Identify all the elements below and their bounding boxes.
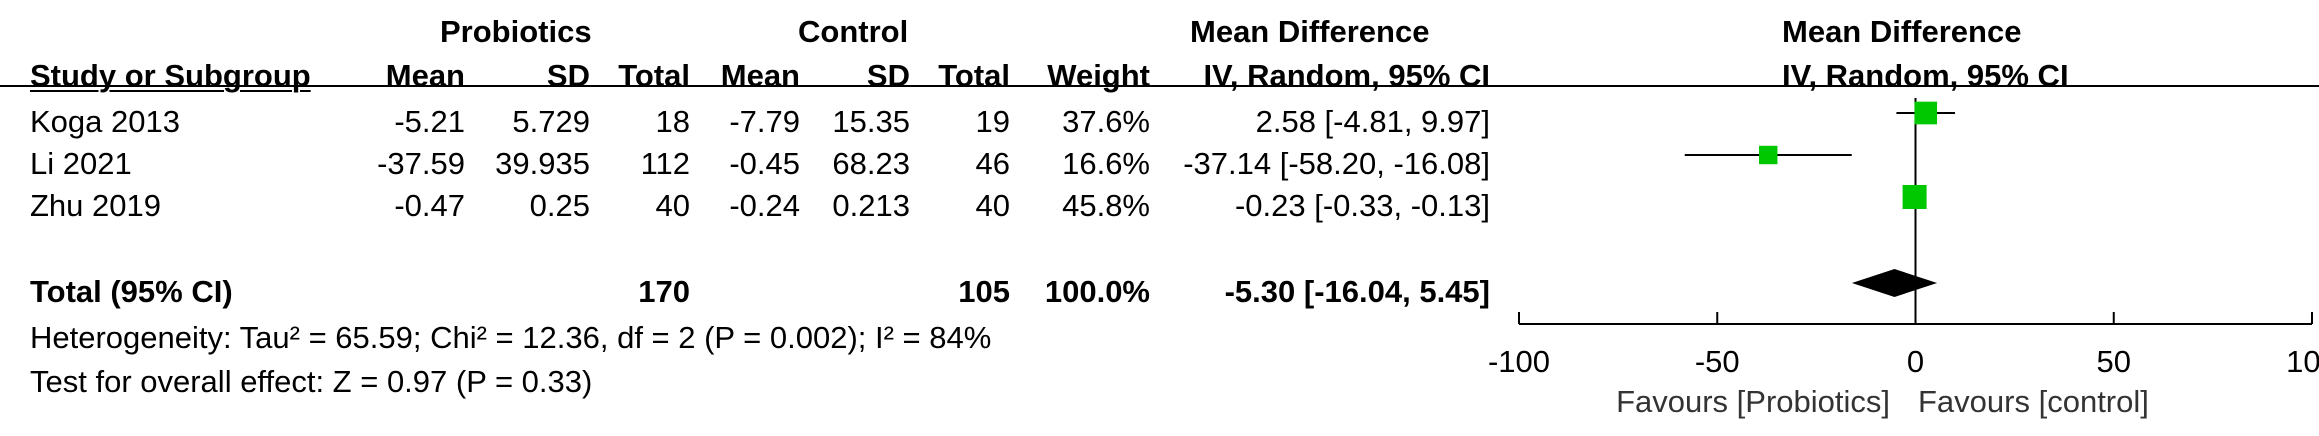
row-ci: -37.14 [-58.20, -16.08] bbox=[1183, 146, 1490, 181]
tick-label: 0 bbox=[1906, 344, 1925, 379]
sd2-column-header: SD bbox=[866, 58, 910, 93]
study-marker bbox=[1902, 185, 1927, 209]
tick-label: 100 bbox=[2286, 344, 2319, 379]
row-mean2: -0.45 bbox=[729, 146, 800, 181]
effect-title: Mean Difference bbox=[1190, 14, 1430, 49]
study-marker bbox=[1759, 145, 1778, 165]
row-ci: 2.58 [-4.81, 9.97] bbox=[1255, 104, 1490, 139]
row-sd2: 68.23 bbox=[832, 146, 910, 181]
row-total2: 46 bbox=[975, 146, 1010, 181]
weight-column-header: Weight bbox=[1047, 58, 1150, 93]
tick-label: -50 bbox=[1694, 344, 1740, 379]
tick-label: -100 bbox=[1487, 344, 1551, 379]
plot-title: Mean Difference bbox=[1782, 14, 2022, 49]
row-total1: 40 bbox=[655, 188, 690, 223]
row-study: Koga 2013 bbox=[30, 104, 180, 139]
row-weight: 37.6% bbox=[1062, 104, 1150, 139]
row-total2: 19 bbox=[975, 104, 1010, 139]
total2-column-header: Total bbox=[938, 58, 1010, 93]
heterogeneity-text: Heterogeneity: Tau² = 65.59; Chi² = 12.3… bbox=[30, 320, 992, 355]
pooled-diamond bbox=[1851, 269, 1938, 297]
effect-column-header: IV, Random, 95% CI bbox=[1203, 58, 1490, 93]
row-sd1: 0.25 bbox=[529, 188, 590, 223]
row-sd2: 0.213 bbox=[832, 188, 910, 223]
total-weight: 100.0% bbox=[1044, 274, 1150, 309]
row-total1: 112 bbox=[640, 146, 690, 181]
row-mean1: -0.47 bbox=[394, 188, 465, 223]
overall-effect-text: Test for overall effect: Z = 0.97 (P = 0… bbox=[30, 364, 593, 399]
study-column-header: Study or Subgroup bbox=[30, 58, 311, 93]
row-study: Li 2021 bbox=[30, 146, 132, 181]
row-ci: -0.23 [-0.33, -0.13] bbox=[1234, 188, 1490, 223]
total-ci: -5.30 [-16.04, 5.45] bbox=[1224, 274, 1490, 309]
row-total1: 18 bbox=[655, 104, 690, 139]
total-total1: 170 bbox=[638, 274, 690, 309]
mean1-column-header: Mean bbox=[385, 58, 465, 93]
study-marker bbox=[1914, 101, 1938, 125]
row-mean2: -7.79 bbox=[729, 104, 800, 139]
row-mean1: -37.59 bbox=[377, 146, 465, 181]
total-total2: 105 bbox=[958, 274, 1010, 309]
row-total2: 40 bbox=[975, 188, 1010, 223]
total1-column-header: Total bbox=[618, 58, 690, 93]
mean2-column-header: Mean bbox=[720, 58, 800, 93]
favours-left-label: Favours [Probiotics] bbox=[1616, 384, 1890, 419]
row-mean1: -5.21 bbox=[394, 104, 465, 139]
row-mean2: -0.24 bbox=[729, 188, 800, 223]
sd1-column-header: SD bbox=[546, 58, 590, 93]
row-sd2: 15.35 bbox=[832, 104, 910, 139]
total-label: Total (95% CI) bbox=[30, 274, 233, 309]
row-sd1: 39.935 bbox=[495, 146, 590, 181]
row-weight: 45.8% bbox=[1062, 188, 1150, 223]
row-sd1: 5.729 bbox=[512, 104, 590, 139]
group1-header: Probiotics bbox=[440, 14, 592, 49]
tick-label: 50 bbox=[2096, 344, 2131, 379]
group2-header: Control bbox=[798, 14, 909, 49]
plot-effect-column-header: IV, Random, 95% CI bbox=[1782, 58, 2069, 93]
row-study: Zhu 2019 bbox=[30, 188, 161, 223]
favours-right-label: Favours [control] bbox=[1918, 384, 2149, 419]
row-weight: 16.6% bbox=[1062, 146, 1150, 181]
